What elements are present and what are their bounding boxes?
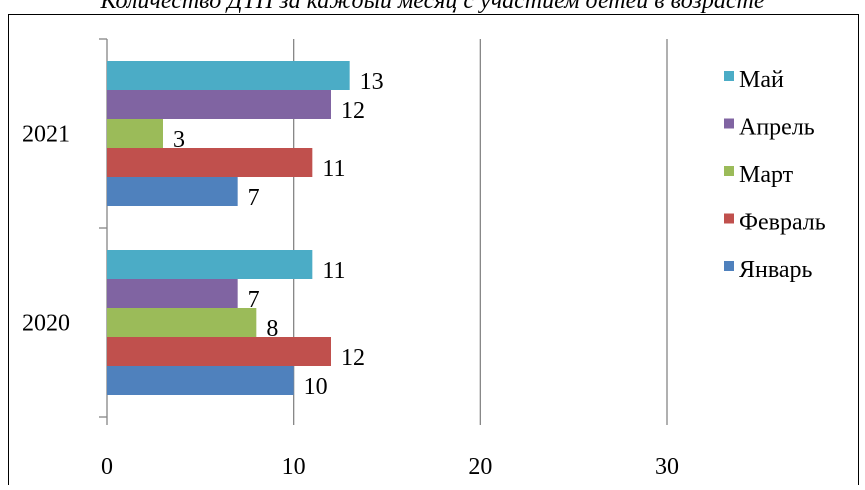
bar xyxy=(107,119,163,148)
data-label: 10 xyxy=(304,374,328,400)
legend-swatch xyxy=(724,71,734,81)
bar xyxy=(107,177,238,206)
legend-swatch xyxy=(724,213,734,224)
chart-border xyxy=(8,14,859,490)
data-label: 8 xyxy=(266,316,278,342)
legend-swatch xyxy=(724,118,734,129)
category-label: 2020 xyxy=(22,311,70,337)
bar xyxy=(107,308,257,337)
data-label: 13 xyxy=(360,69,384,95)
data-label: 12 xyxy=(341,345,365,371)
x-tick-label: 30 xyxy=(655,454,679,480)
legend-swatch xyxy=(724,166,734,176)
bar xyxy=(107,337,331,366)
legend-label: Май xyxy=(739,67,784,93)
bar xyxy=(107,61,350,90)
legend-label: Февраль xyxy=(739,210,826,236)
bar xyxy=(107,250,313,279)
data-label: 7 xyxy=(248,185,260,211)
legend-swatch xyxy=(724,261,734,271)
bar xyxy=(107,366,294,395)
data-label: 11 xyxy=(322,258,345,284)
data-label: 12 xyxy=(341,98,365,124)
data-label: 11 xyxy=(322,156,345,182)
data-label: 3 xyxy=(173,127,185,153)
legend-label: Январь xyxy=(739,257,813,283)
category-label: 2021 xyxy=(22,122,70,148)
data-label: 7 xyxy=(248,287,260,313)
x-tick-label: 10 xyxy=(282,454,306,480)
chart-title: Количество ДТП за каждый месяц с участие… xyxy=(100,0,765,14)
legend-label: Март xyxy=(739,162,794,188)
bar xyxy=(107,279,238,308)
bar xyxy=(107,148,313,177)
legend-label: Апрель xyxy=(739,115,815,141)
bar xyxy=(107,90,331,119)
x-tick-label: 20 xyxy=(468,454,492,480)
x-tick-label: 0 xyxy=(101,454,113,480)
